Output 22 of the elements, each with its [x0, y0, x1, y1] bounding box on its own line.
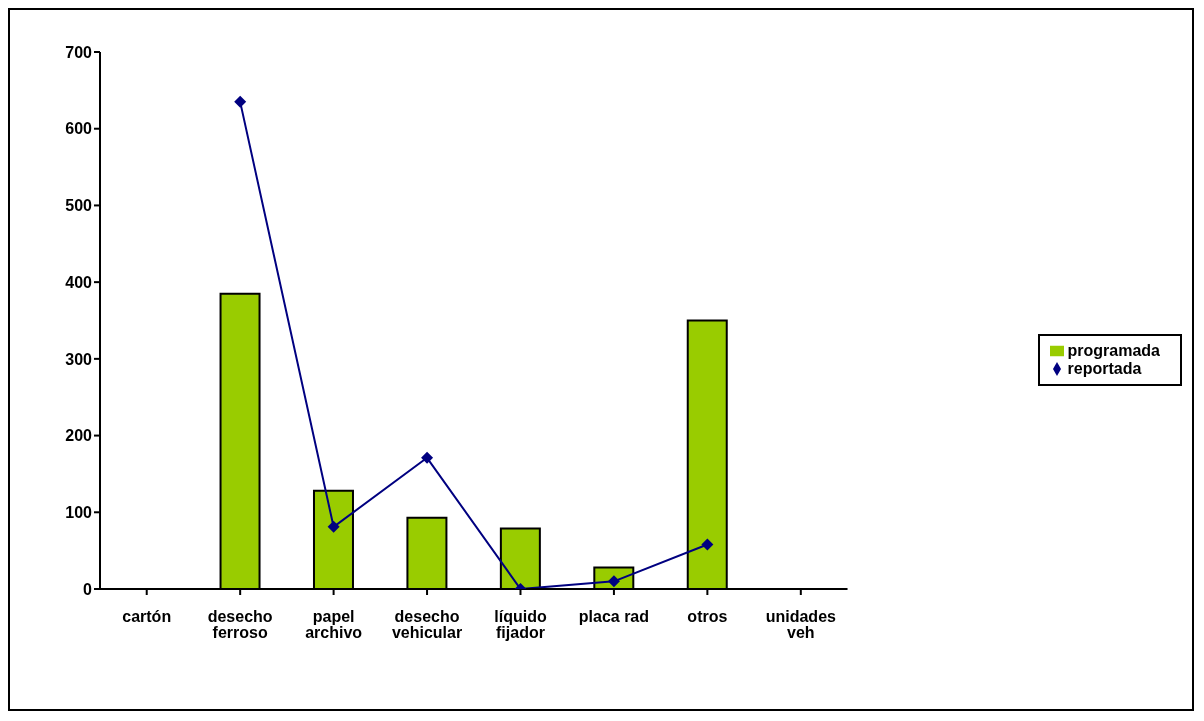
x-tick-label: desecho ferroso: [207, 608, 273, 642]
y-tick-label: 0: [83, 580, 93, 598]
point: [421, 451, 434, 464]
y-tick-label: 200: [65, 427, 93, 445]
point: [234, 95, 247, 108]
y-tick-label: 100: [65, 503, 93, 521]
y-tick-label: 400: [65, 273, 93, 291]
x-tick-label: placa rad: [578, 608, 650, 626]
y-tick-label: 300: [65, 350, 93, 368]
legend-label: reportada: [1067, 359, 1142, 377]
x-tick-label: unidades veh: [765, 608, 837, 642]
legend-label: programada: [1067, 341, 1160, 359]
x-tick-label: cartón: [122, 608, 172, 626]
y-tick-label: 600: [65, 120, 93, 138]
x-tick-label: desecho vehicular: [391, 608, 463, 642]
point: [701, 538, 714, 551]
y-tick-label: 700: [65, 43, 93, 61]
point: [327, 520, 340, 533]
x-tick-label: papel archivo: [305, 608, 363, 642]
x-tick-label: otros: [687, 608, 728, 626]
y-tick-label: 500: [65, 197, 93, 215]
x-tick-label: líquido fijador: [494, 608, 547, 642]
